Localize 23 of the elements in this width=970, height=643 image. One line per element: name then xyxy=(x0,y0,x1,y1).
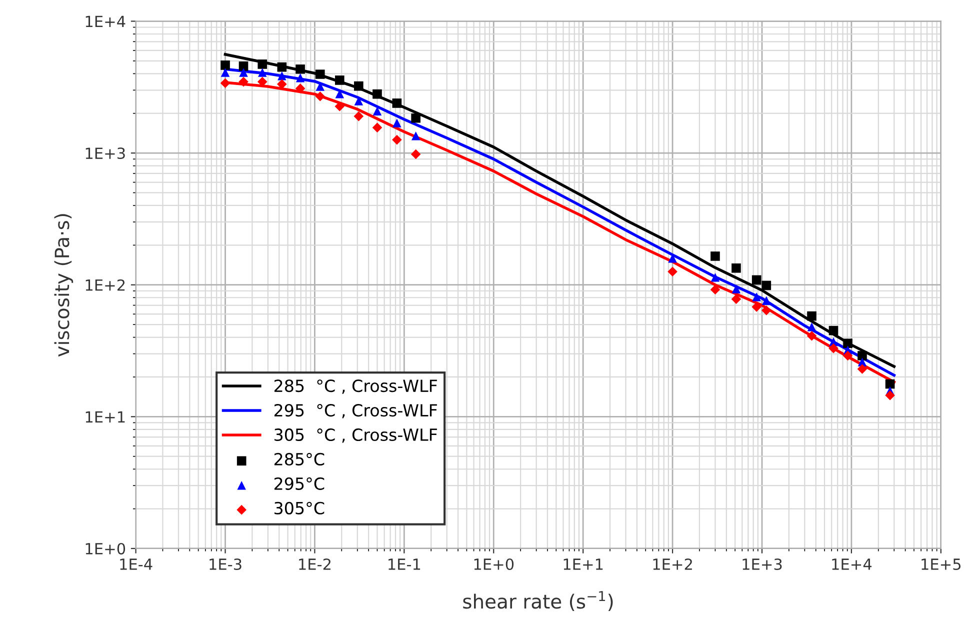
x-tick-label: 1E+2 xyxy=(653,558,692,570)
legend-label: 295°C xyxy=(274,477,324,490)
x-tick-label: 1E+3 xyxy=(742,558,782,570)
x-tick-label: 1E-3 xyxy=(210,558,242,570)
legend-label: 285 °C , Cross-WLF xyxy=(274,380,437,394)
legend-label: 295 °C , Cross-WLF xyxy=(274,404,437,418)
y-tick-label: 1E+2 xyxy=(86,279,125,291)
y-tick-label: 1E+3 xyxy=(86,148,125,160)
x-tick-label: 1E+1 xyxy=(564,558,603,570)
y-tick-label: 1E+4 xyxy=(86,16,126,28)
x-tick-label: 1E+4 xyxy=(832,558,872,570)
legend-label: 305°C xyxy=(274,502,324,514)
x-tick-label: 1E+5 xyxy=(922,558,961,570)
x-tick-label: 1E-4 xyxy=(120,558,152,570)
x-tick-label: 1E-2 xyxy=(299,558,330,570)
x-tick-label: 1E-1 xyxy=(388,558,420,570)
y-tick-label: 1E+1 xyxy=(86,411,125,422)
legend-label: 285°C xyxy=(274,452,324,466)
y-tick-label: 1E+0 xyxy=(86,542,126,554)
x-axis-title: shear rate (s$^{−1}$) xyxy=(463,591,613,612)
x-tick-label: 1E+0 xyxy=(474,558,514,570)
legend-label: 305 °C , Cross-WLF xyxy=(274,428,437,443)
y-axis-title: viscosity (Pa·s) xyxy=(54,214,74,357)
